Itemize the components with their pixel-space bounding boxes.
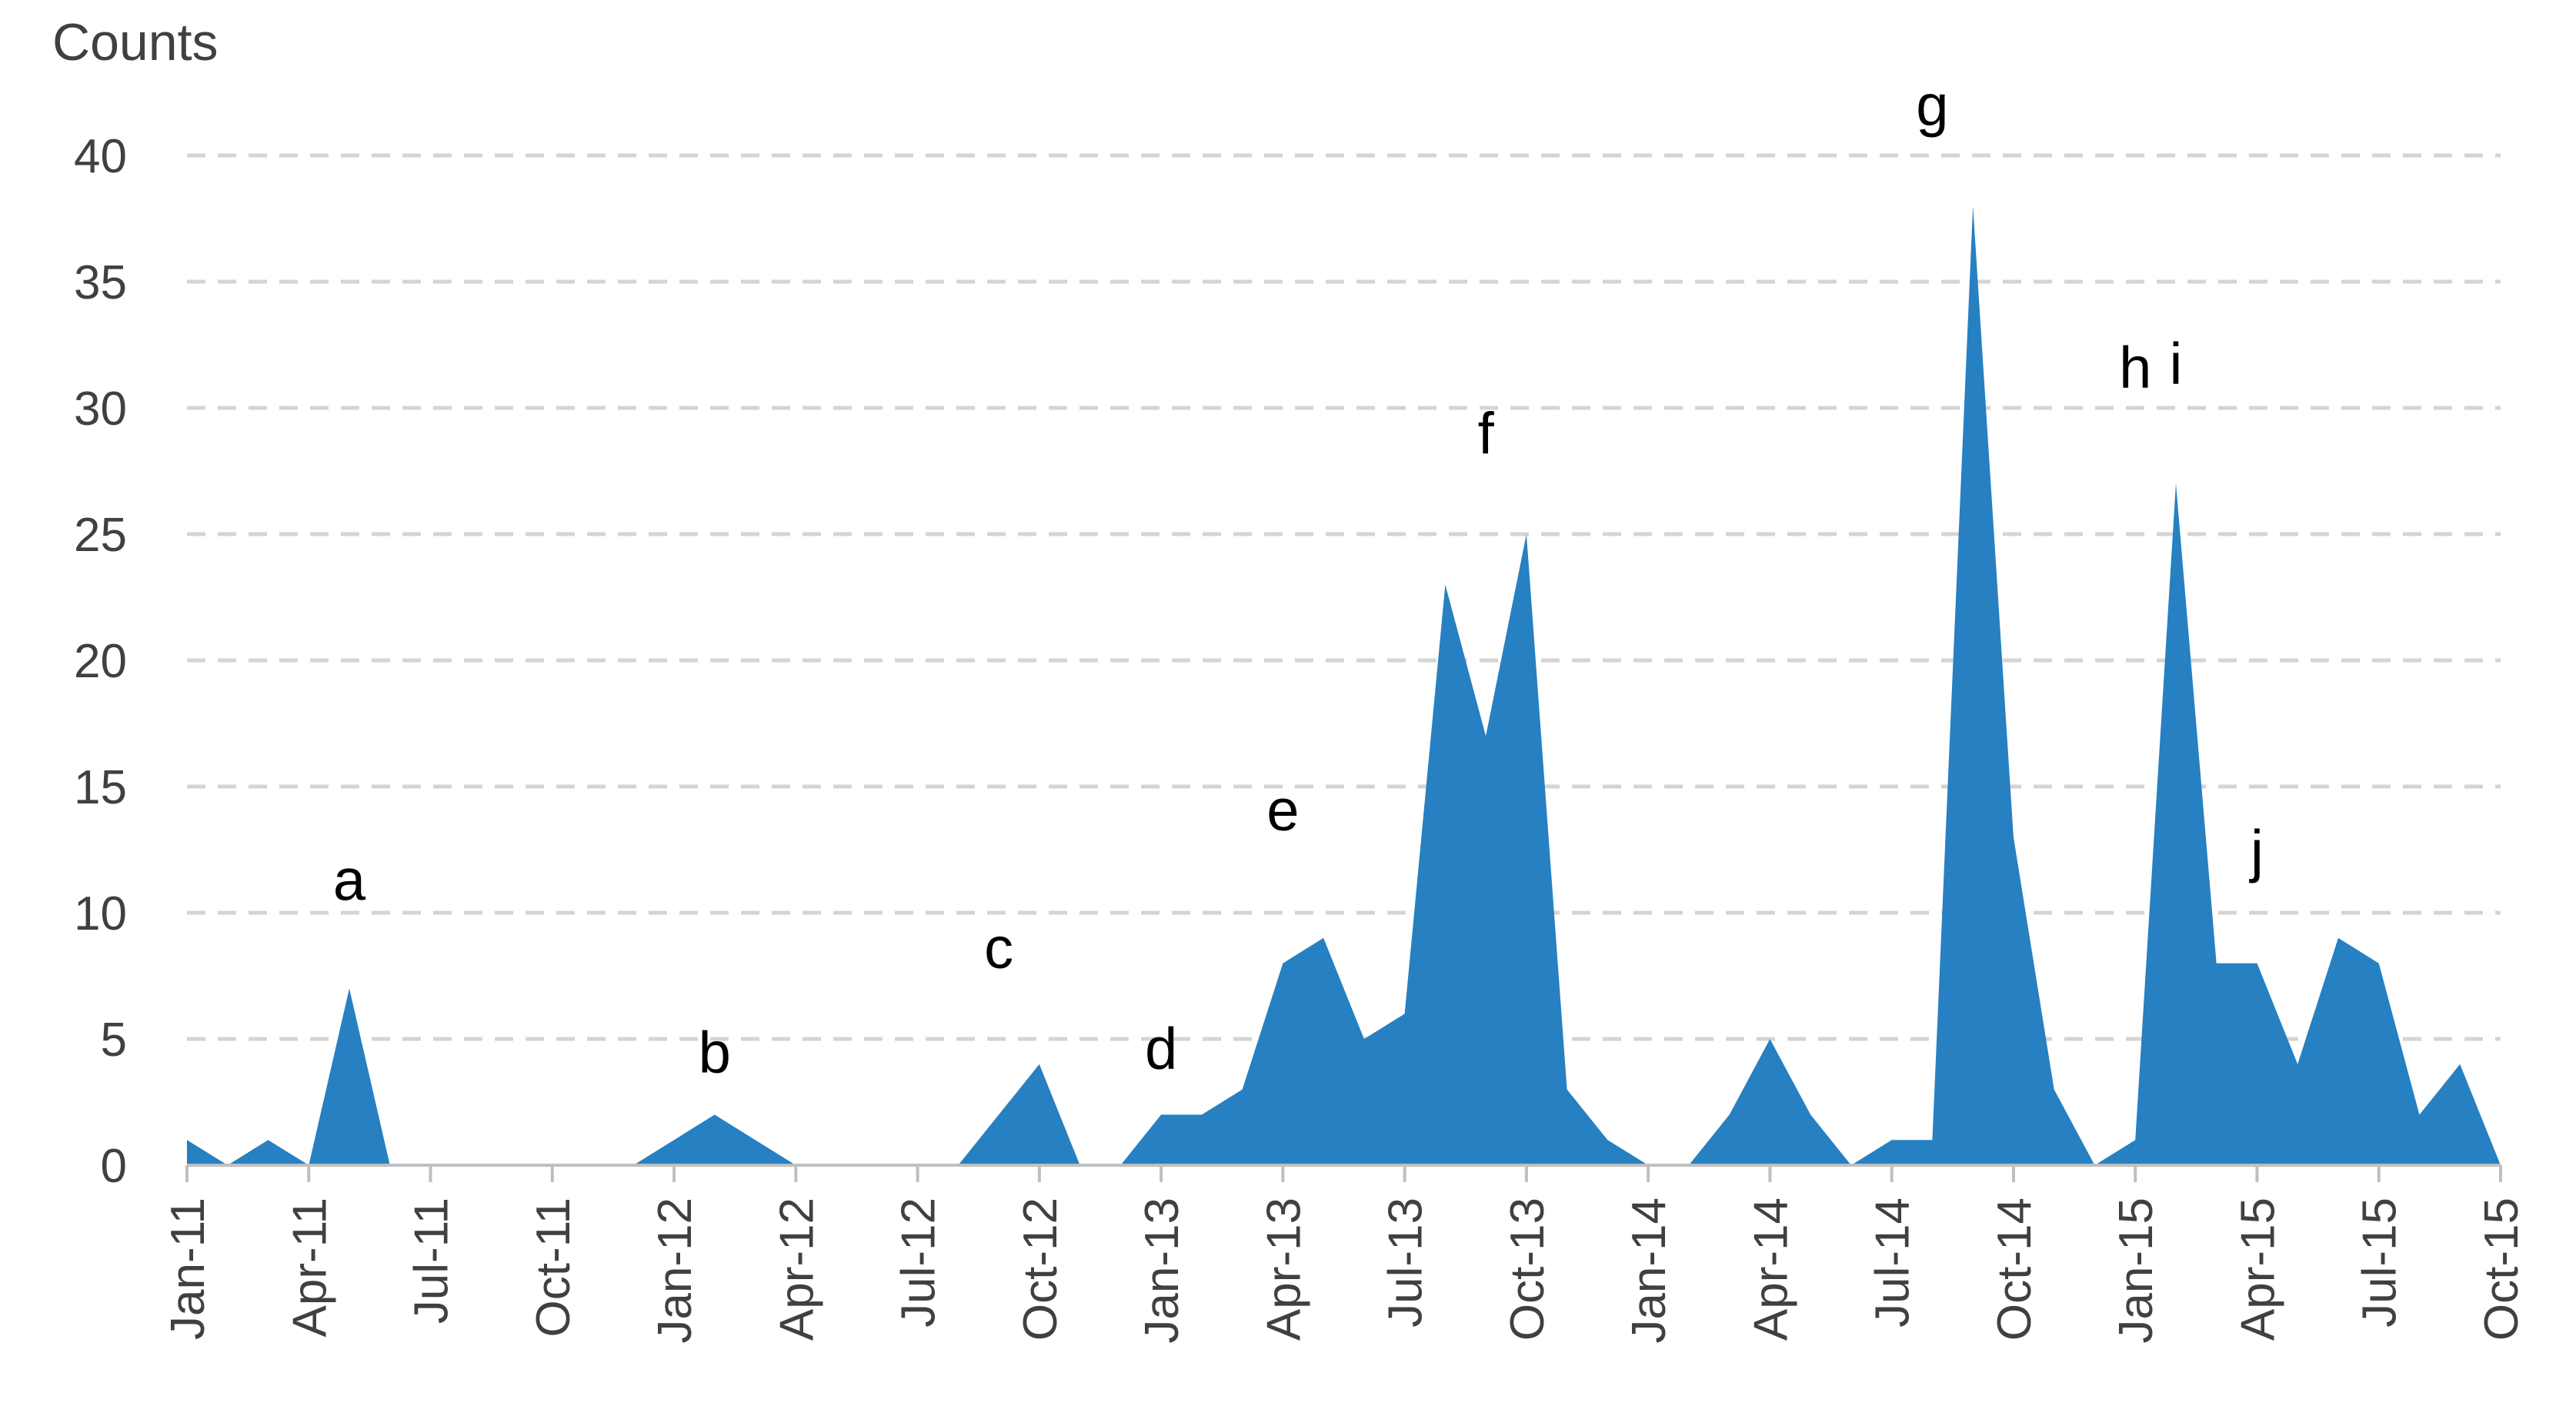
x-tick-label: Oct-12 xyxy=(1014,1198,1067,1341)
annotation-c: c xyxy=(984,916,1013,981)
annotations: a b c d e f g h i j xyxy=(333,73,2264,1086)
annotation-f: f xyxy=(1478,401,1495,466)
y-tick-label: 10 xyxy=(74,887,127,940)
annotation-e: e xyxy=(1266,778,1299,843)
annotation-g: g xyxy=(1916,73,1948,139)
x-tick-label: Apr-13 xyxy=(1257,1198,1310,1341)
y-axis-label: Counts xyxy=(52,13,218,72)
y-tick-label: 30 xyxy=(74,382,127,436)
annotation-h: h xyxy=(2119,335,2151,400)
x-tick-label: Jan-14 xyxy=(1623,1198,1676,1344)
x-tick-label: Apr-15 xyxy=(2231,1198,2284,1341)
y-tick-label: 5 xyxy=(101,1014,127,1067)
x-tick-label: Jul-11 xyxy=(405,1198,459,1324)
x-tick-label: Oct-11 xyxy=(527,1198,580,1337)
x-tick-label: Oct-15 xyxy=(2475,1198,2528,1341)
series-area xyxy=(187,205,2501,1166)
annotation-j: j xyxy=(2249,819,2264,884)
gridlines xyxy=(187,153,2501,1041)
y-tick-label: 0 xyxy=(101,1140,127,1193)
x-tick-label: Jul-15 xyxy=(2354,1198,2407,1328)
y-tick-label: 15 xyxy=(74,761,127,814)
y-tick-label: 35 xyxy=(74,256,127,309)
annotation-a: a xyxy=(333,847,366,913)
annotation-b: b xyxy=(699,1020,731,1085)
area-series-counts xyxy=(187,205,2501,1166)
x-tick-label: Apr-12 xyxy=(770,1198,823,1341)
y-axis-ticks: 0 5 10 15 20 25 30 35 40 xyxy=(74,130,127,1193)
x-tick-label: Oct-14 xyxy=(1988,1198,2041,1341)
x-tick-label: Jul-14 xyxy=(1867,1198,1920,1328)
x-axis xyxy=(185,1164,2502,1182)
x-tick-label: Jul-12 xyxy=(893,1198,946,1328)
x-tick-label: Apr-11 xyxy=(283,1198,336,1338)
x-tick-label: Jan-11 xyxy=(162,1198,215,1340)
annotation-d: d xyxy=(1145,1016,1177,1081)
y-tick-label: 25 xyxy=(74,509,127,562)
y-tick-label: 20 xyxy=(74,635,127,688)
x-axis-ticks: Jan-11 Apr-11 Jul-11 Oct-11 Jan-12 Apr-12 Jul-… xyxy=(162,1198,2528,1344)
x-tick-label: Apr-14 xyxy=(1744,1198,1797,1341)
y-tick-label: 40 xyxy=(74,130,127,183)
x-tick-label: Jan-13 xyxy=(1136,1198,1189,1344)
x-tick-label: Oct-13 xyxy=(1501,1198,1554,1341)
x-tick-label: Jan-15 xyxy=(2110,1198,2163,1344)
x-tick-label: Jul-13 xyxy=(1380,1198,1433,1328)
x-tick-label: Jan-12 xyxy=(649,1198,702,1344)
annotation-i: i xyxy=(2170,331,2183,396)
